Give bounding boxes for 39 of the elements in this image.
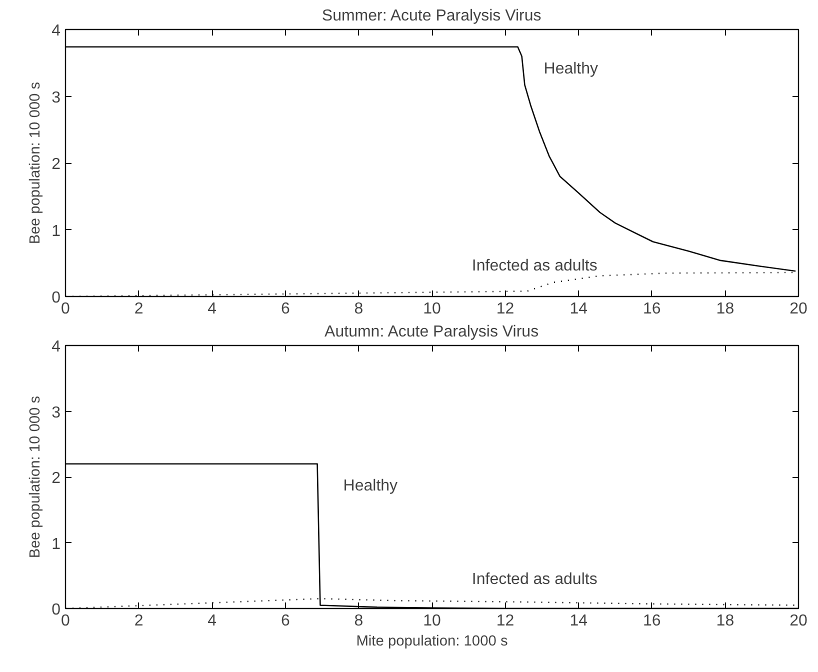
y-axis-title: Bee population: 10 000 s	[28, 82, 44, 244]
y-tick-label: 0	[52, 290, 61, 306]
x-tick-label: 18	[716, 612, 734, 630]
series-label: Healthy	[343, 477, 398, 494]
y-tick-label: 4	[52, 338, 61, 356]
series-label: Healthy	[544, 60, 598, 78]
x-tick-label: 16	[643, 300, 661, 318]
x-tick-label: 14	[570, 300, 588, 318]
x-tick-label: 12	[496, 612, 514, 630]
x-tick-label: 8	[354, 612, 364, 630]
series-label: Infected as adults	[472, 571, 598, 588]
y-tick-label: 2	[52, 470, 61, 487]
x-tick-label: 18	[716, 300, 734, 318]
y-axis-title: Bee population: 10 000 s	[28, 396, 44, 558]
x-tick-label: 16	[643, 612, 661, 630]
x-tick-label: 12	[496, 300, 514, 318]
y-tick-label: 3	[52, 404, 61, 422]
x-tick-label: 20	[790, 612, 808, 630]
y-tick-label: 1	[52, 222, 61, 240]
x-tick-label: 10	[423, 612, 441, 630]
x-tick-label: 6	[280, 300, 290, 318]
y-tick-label: 4	[52, 22, 61, 40]
y-tick-label: 2	[52, 156, 61, 173]
x-tick-label: 2	[134, 300, 144, 318]
chart-title: Autumn: Acute Paralysis Virus	[324, 324, 539, 340]
y-tick-label: 0	[52, 602, 61, 618]
chart-title: Summer: Acute Paralysis Virus	[322, 8, 542, 24]
x-tick-label: 20	[790, 300, 808, 318]
x-tick-label: 8	[354, 300, 364, 318]
x-tick-label: 4	[208, 612, 217, 630]
y-tick-label: 3	[52, 89, 61, 106]
y-tick-label: 1	[52, 536, 61, 553]
x-tick-label: 6	[280, 612, 290, 630]
series-label: Infected as adults	[472, 258, 598, 275]
x-tick-label: 10	[423, 300, 441, 318]
x-tick-label: 14	[570, 612, 588, 630]
x-tick-label: 2	[134, 612, 144, 630]
x-axis-title: Mite population: 1000 s	[356, 634, 508, 650]
x-tick-label: 4	[208, 300, 217, 318]
